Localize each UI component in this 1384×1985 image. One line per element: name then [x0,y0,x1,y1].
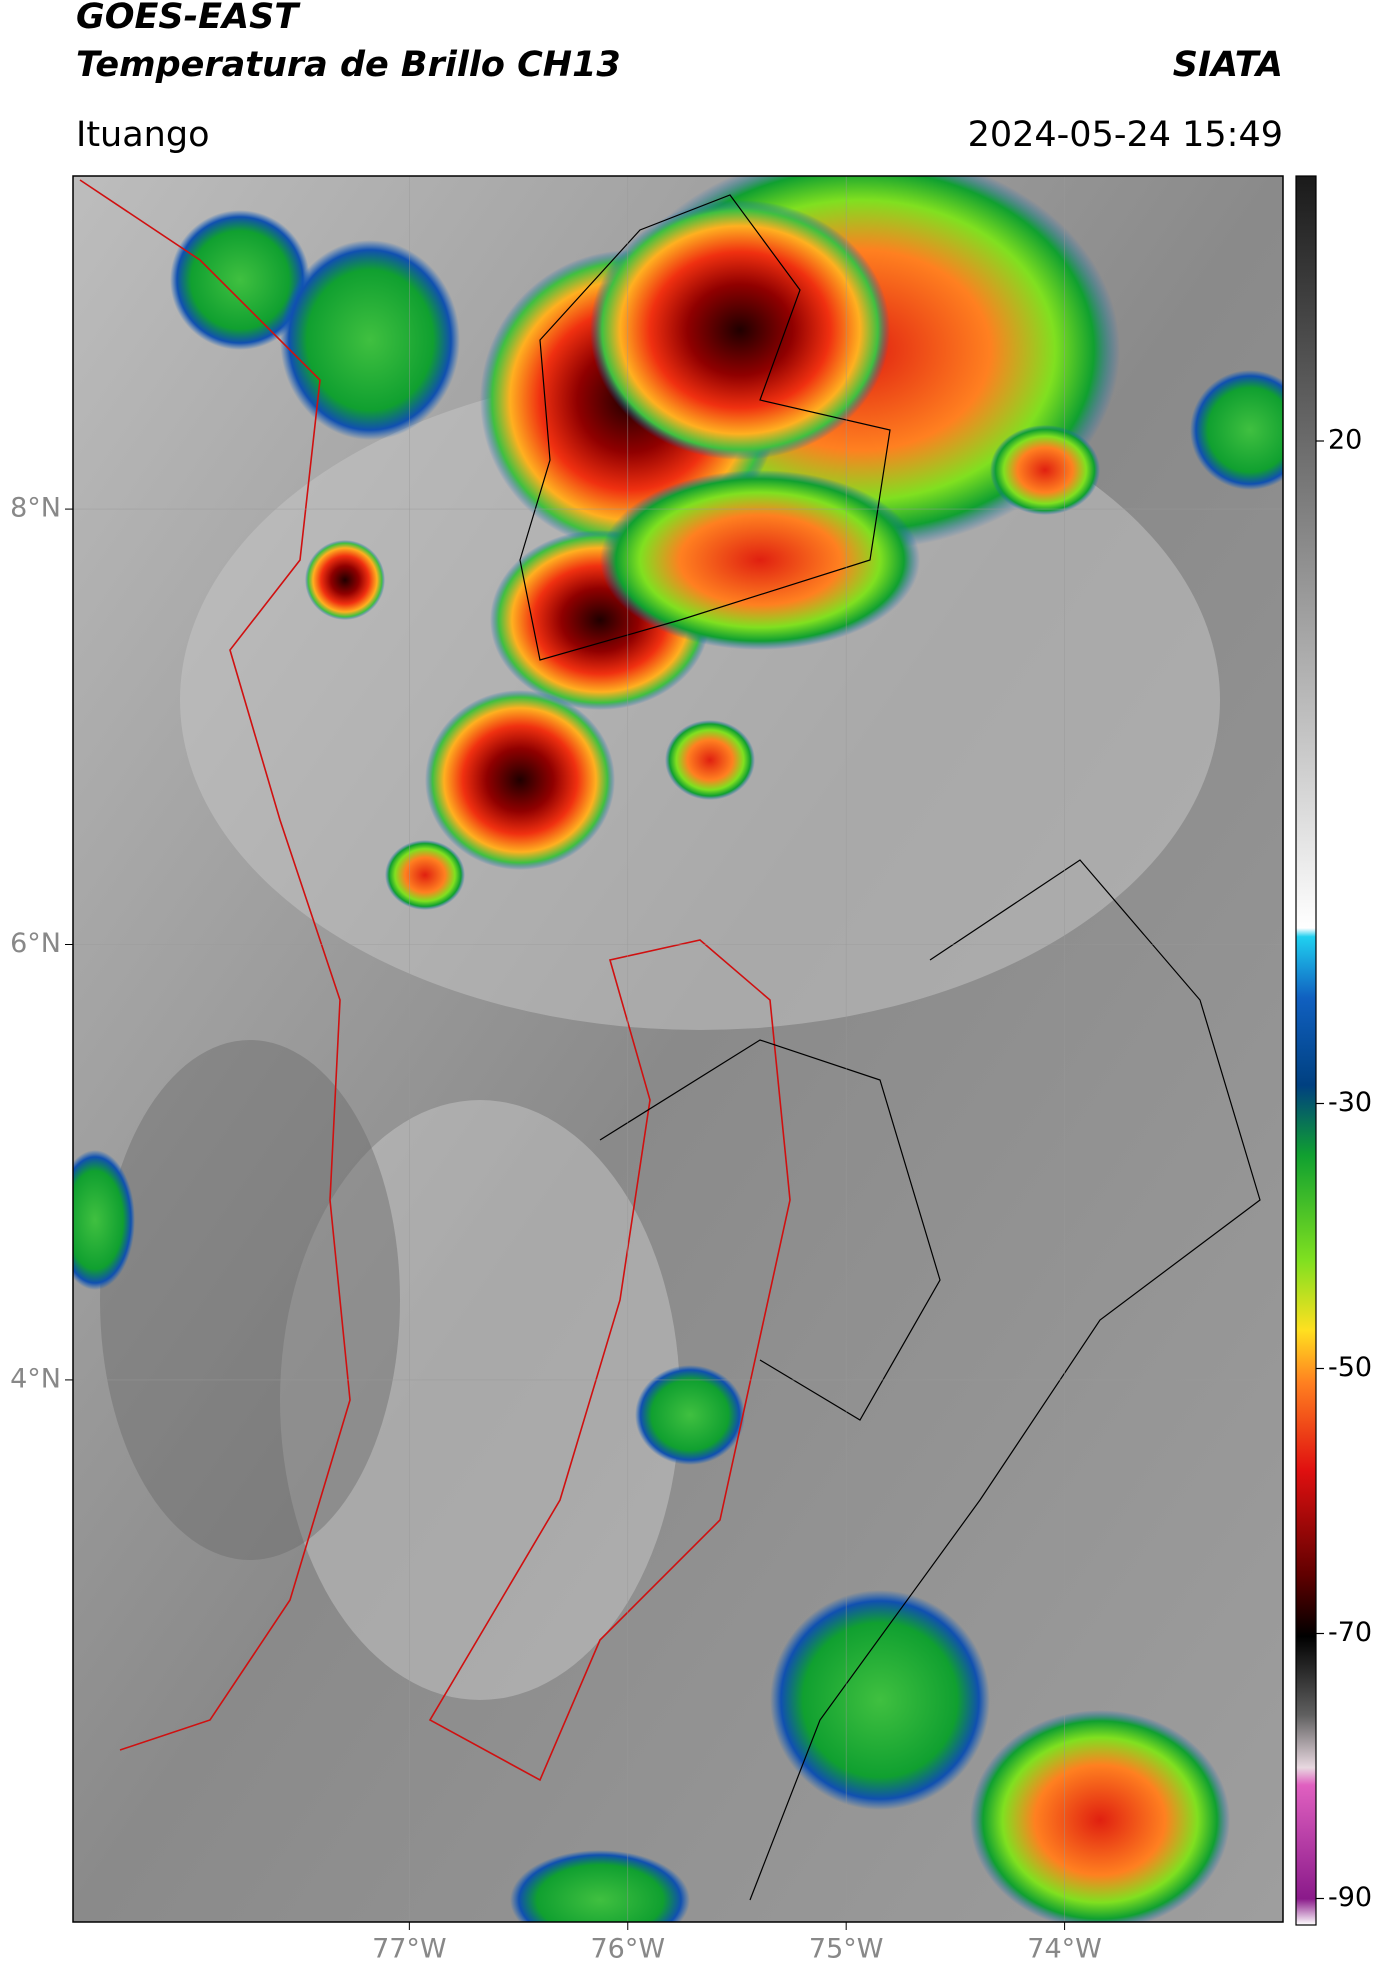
map-frame [72,175,1284,1923]
subtitle: Temperatura de Brillo CH13 [76,45,621,85]
colorbar-label: -30 [1328,1087,1372,1118]
colorbar-label: 20 [1328,425,1362,456]
colorbar-label: -70 [1328,1617,1372,1648]
colorbar-label: -90 [1328,1882,1372,1913]
x-tick-label: 75°W [809,1934,884,1965]
source: SIATA [1173,45,1283,85]
colorbar [1295,175,1317,1926]
x-tick-label: 74°W [1027,1934,1102,1965]
satellite-image [73,176,1283,1922]
location: Ituango [76,115,210,155]
graticule [73,176,1283,1922]
y-tick-label: 8°N [10,493,61,524]
colorbar-label: -50 [1328,1352,1372,1383]
y-tick-label: 4°N [10,1363,61,1394]
datetime: 2024-05-24 15:49 [968,115,1283,155]
x-tick-label: 77°W [372,1934,447,1965]
x-tick-label: 76°W [590,1934,665,1965]
y-tick-label: 6°N [10,928,61,959]
title: GOES-EAST [76,0,301,37]
